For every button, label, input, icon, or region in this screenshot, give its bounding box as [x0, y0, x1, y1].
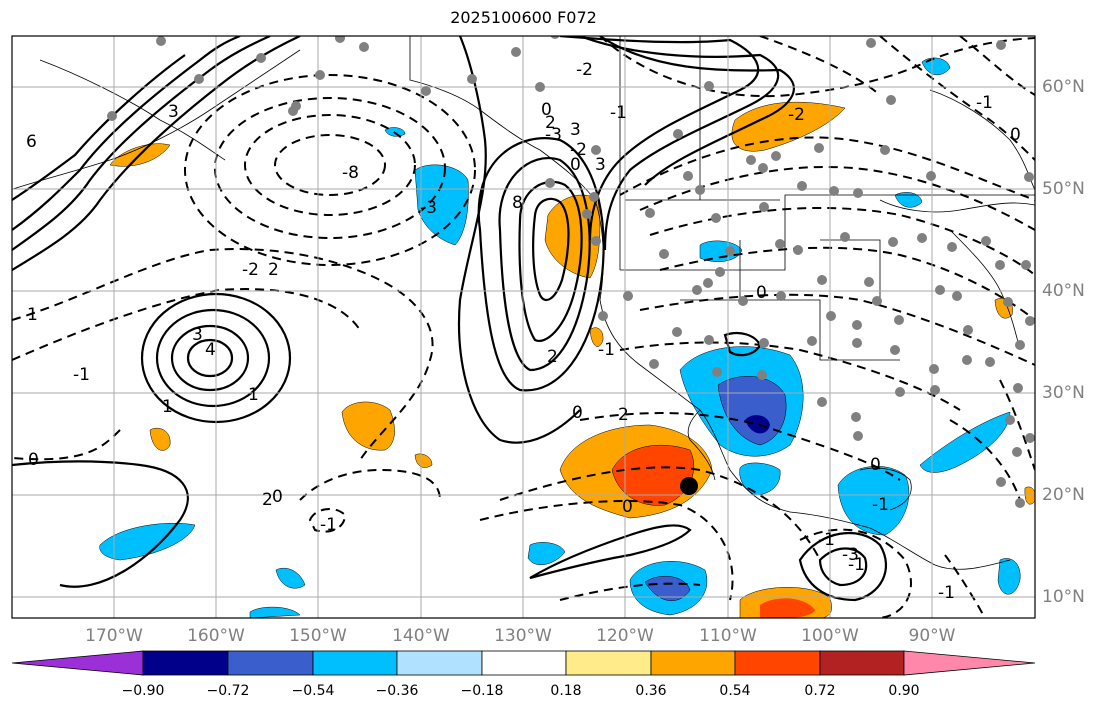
contour-label: -1: [938, 583, 955, 603]
contour-label: -1: [872, 495, 889, 515]
contour-label: -1: [598, 340, 615, 360]
colorbar-tick: 0.18: [550, 683, 582, 699]
contour-label: 1: [27, 305, 38, 325]
contour-label: -8: [342, 163, 359, 183]
contours-dashed: [12, 36, 1035, 618]
colorbar-tick: 0.72: [804, 683, 836, 699]
colorbar-tick: 0.36: [635, 683, 667, 699]
colorbar-tick: −0.72: [206, 683, 250, 699]
colorbar-tick: −0.90: [121, 683, 165, 699]
contour-label: 6: [26, 132, 37, 152]
station-dots: [107, 36, 1035, 508]
contour-label: 1: [248, 385, 259, 405]
map-frame: [11, 35, 1036, 619]
lon-tick: 100°W: [801, 626, 859, 646]
contour-label: -1: [610, 103, 627, 123]
contour-labels: 6 3 -3 -8 -2 2 -1 1 3 4 0 -1 2 0 -2 0 -1…: [26, 60, 1021, 603]
contour-label: 0: [572, 403, 583, 423]
contour-label: 3: [168, 102, 179, 122]
contour-label: 0: [1010, 125, 1021, 145]
colorbar-tick: −0.36: [375, 683, 419, 699]
colorbar-bin: [481, 650, 567, 676]
contour-label: 0: [622, 497, 633, 517]
contour-label: 0: [272, 487, 283, 507]
contour-label: -1: [848, 555, 865, 575]
lon-tick: 90°W: [908, 626, 956, 646]
contour-label: -1: [818, 530, 835, 550]
colorbar-bin: [565, 650, 652, 676]
lon-tick: 110°W: [699, 626, 757, 646]
colorbar-bin: [650, 650, 736, 676]
colorbar-tick: 0.54: [719, 683, 751, 699]
colorbar-under: [11, 650, 144, 676]
graticule: [12, 36, 1035, 618]
contour-label: 3: [570, 120, 581, 140]
lon-tick: 130°W: [494, 626, 552, 646]
contour-label: 4: [205, 340, 216, 360]
contour-label: -3: [842, 545, 859, 565]
lat-tick: 60°N: [1042, 77, 1085, 97]
colorbar-tick: 0.90: [888, 683, 920, 699]
colorbar-bin: [142, 650, 229, 676]
lat-tick: 30°N: [1042, 383, 1085, 403]
colorbar-bin: [734, 650, 821, 676]
contour-label: 0: [570, 155, 581, 175]
colorbar-bin: [396, 650, 483, 676]
map-title: 2025100600 F072: [450, 8, 597, 27]
contour-label: 2: [268, 260, 279, 280]
contour-label: -1: [976, 93, 993, 113]
colorbar-tick: −0.18: [460, 683, 504, 699]
contour-label: 3: [595, 155, 606, 175]
lon-tick: 160°W: [187, 626, 245, 646]
contour-label: -1: [320, 515, 337, 535]
contour-label: 3: [192, 325, 203, 345]
contour-label: -3: [545, 125, 562, 145]
colorbar: [11, 650, 1036, 676]
contour-label: 8: [512, 193, 523, 213]
contour-label: -3: [420, 198, 437, 218]
contour-label: -2: [576, 60, 593, 80]
contour-label: 2: [547, 347, 558, 367]
lat-tick: 10°N: [1042, 587, 1085, 607]
lon-tick: 150°W: [289, 626, 347, 646]
lat-tick: 50°N: [1042, 179, 1085, 199]
storm-center-marker: [680, 477, 698, 495]
lat-tick: 40°N: [1042, 281, 1085, 301]
contour-label: 0: [870, 455, 881, 475]
contour-label: 2: [618, 405, 629, 425]
lon-tick: 120°W: [596, 626, 654, 646]
contour-label: -1: [73, 365, 90, 385]
lon-tick: 170°W: [85, 626, 143, 646]
contour-label: 0: [28, 450, 39, 470]
lon-tick: 140°W: [392, 626, 450, 646]
contour-label: 0: [756, 283, 767, 303]
contour-label: 2: [262, 490, 273, 510]
colorbar-bin: [819, 650, 905, 676]
contour-label: -2: [788, 105, 805, 125]
colorbar-over: [903, 650, 1036, 676]
coastlines: [12, 36, 1035, 570]
colorbar-bin: [227, 650, 314, 676]
contour-label: 1: [162, 397, 173, 417]
colorbar-bin: [312, 650, 398, 676]
contour-label: -2: [570, 140, 587, 160]
contour-label: 0: [541, 100, 552, 120]
lat-tick: 20°N: [1042, 485, 1085, 505]
contour-label: -2: [242, 260, 259, 280]
contour-label: 2: [545, 113, 556, 133]
colorbar-tick: −0.54: [291, 683, 335, 699]
